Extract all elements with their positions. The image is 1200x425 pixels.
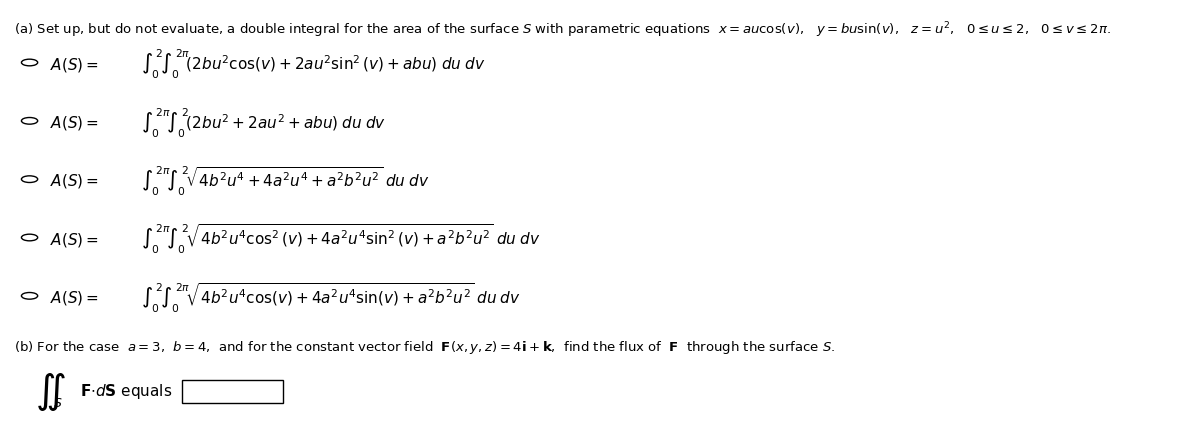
Text: $\int_0^{\,2\pi}\!\int_0^{\,2}\!\sqrt{4b^2u^4\cos^2(v) + 4a^2u^4\sin^2(v) + a^2b: $\int_0^{\,2\pi}\!\int_0^{\,2}\!\sqrt{4b… [142,223,541,256]
Text: $\int_0^{\,2\pi}\!\int_0^{\,2}\!(2bu^2 + 2au^2 + abu)\; du\; dv$: $\int_0^{\,2\pi}\!\int_0^{\,2}\!(2bu^2 +… [142,106,386,140]
FancyBboxPatch shape [182,380,283,403]
Text: $A(S) = $: $A(S) = $ [50,289,98,307]
Text: (b) For the case  $a = 3$,  $b = 4$,  and for the constant vector field  $\mathb: (b) For the case $a = 3$, $b = 4$, and f… [14,340,835,357]
Text: $\iint$: $\iint$ [35,371,65,413]
Text: $A(S) = $: $A(S) = $ [50,114,98,132]
Text: $\int_0^{\,2\pi}\!\int_0^{\,2}\!\sqrt{4b^2u^4 + 4a^2u^4 + a^2b^2u^2}\; du\; dv$: $\int_0^{\,2\pi}\!\int_0^{\,2}\!\sqrt{4b… [142,164,430,198]
Text: $A(S) = $: $A(S) = $ [50,231,98,249]
Text: $A(S) = $: $A(S) = $ [50,172,98,190]
Text: $S$: $S$ [53,397,62,410]
Text: $\int_0^{\,2}\!\int_0^{\,2\pi}\!(2bu^2\cos(v) + 2au^2\sin^2(v) + abu)\; du\; dv$: $\int_0^{\,2}\!\int_0^{\,2\pi}\!(2bu^2\c… [142,48,486,81]
Text: $\mathbf{F}{\cdot}d\mathbf{S}$ equals: $\mathbf{F}{\cdot}d\mathbf{S}$ equals [80,382,173,401]
Text: $\int_0^{\,2}\!\int_0^{\,2\pi}\!\sqrt{4b^2u^4\cos(v) + 4a^2u^4\sin(v) + a^2b^2u^: $\int_0^{\,2}\!\int_0^{\,2\pi}\!\sqrt{4b… [142,281,521,314]
Text: $A(S) = $: $A(S) = $ [50,56,98,74]
Text: (a) Set up, but do not evaluate, a double integral for the area of the surface $: (a) Set up, but do not evaluate, a doubl… [14,21,1111,40]
